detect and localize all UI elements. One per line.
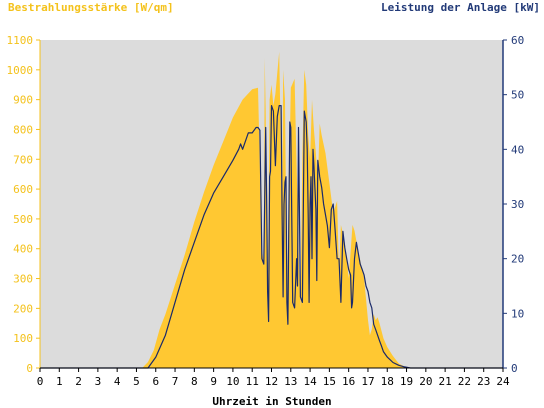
x-tick-label: 18 — [381, 375, 394, 388]
left-tick-label: 600 — [13, 183, 33, 196]
x-tick-label: 4 — [114, 375, 121, 388]
x-tick-label: 12 — [265, 375, 278, 388]
x-tick-label: 3 — [95, 375, 102, 388]
x-tick-label: 10 — [226, 375, 239, 388]
right-tick-label: 30 — [511, 198, 524, 211]
x-tick-label: 1 — [56, 375, 63, 388]
x-tick-label: 2 — [75, 375, 82, 388]
x-tick-label: 0 — [37, 375, 44, 388]
x-axis-title: Uhrzeit in Stunden — [212, 395, 332, 408]
x-tick-label: 24 — [496, 375, 510, 388]
left-tick-label: 900 — [13, 94, 33, 107]
x-tick-label: 13 — [284, 375, 297, 388]
left-tick-label: 700 — [13, 153, 33, 166]
x-tick-label: 14 — [303, 375, 317, 388]
irradiance-area-series — [40, 51, 503, 369]
x-tick-label: 17 — [361, 375, 374, 388]
x-tick-label: 5 — [133, 375, 140, 388]
right-tick-label: 0 — [511, 362, 518, 375]
left-tick-label: 300 — [13, 273, 33, 286]
right-tick-label: 40 — [511, 143, 524, 156]
x-tick-label: 8 — [191, 375, 198, 388]
x-tick-label: 21 — [439, 375, 452, 388]
right-tick-label: 10 — [511, 307, 524, 320]
x-tick-label: 16 — [342, 375, 355, 388]
left-tick-label: 1000 — [7, 64, 34, 77]
right-tick-label: 50 — [511, 89, 524, 102]
left-axis-title: Bestrahlungsstärke [W/qm] — [8, 1, 174, 14]
power-line-series — [40, 104, 503, 369]
left-tick-label: 800 — [13, 123, 33, 136]
left-tick-label: 400 — [13, 243, 33, 256]
right-axis-title: Leistung der Anlage [kW] — [381, 1, 540, 14]
left-tick-label: 0 — [26, 362, 33, 375]
left-tick-label: 1100 — [7, 34, 34, 47]
x-tick-label: 6 — [152, 375, 159, 388]
x-tick-label: 23 — [477, 375, 490, 388]
x-tick-label: 11 — [246, 375, 259, 388]
x-tick-label: 7 — [172, 375, 179, 388]
x-tick-label: 15 — [323, 375, 336, 388]
left-tick-label: 100 — [13, 332, 33, 345]
x-tick-label: 22 — [458, 375, 471, 388]
left-tick-label: 500 — [13, 213, 33, 226]
x-tick-label: 9 — [210, 375, 217, 388]
right-tick-label: 20 — [511, 253, 524, 266]
left-tick-label: 200 — [13, 302, 33, 315]
right-tick-label: 60 — [511, 34, 524, 47]
x-tick-label: 20 — [419, 375, 432, 388]
x-tick-label: 19 — [400, 375, 413, 388]
